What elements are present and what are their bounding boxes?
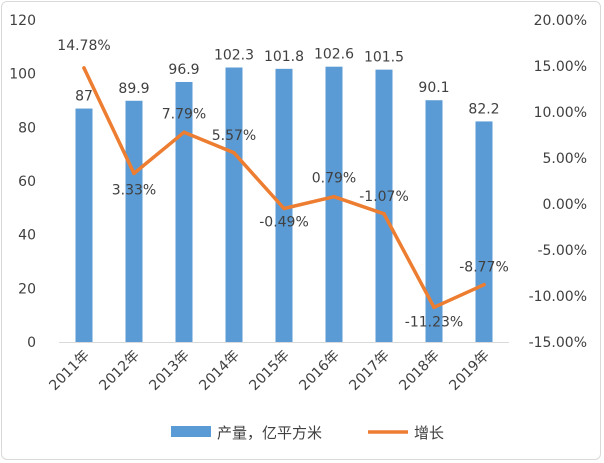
left-axis-tick-label: 120 bbox=[9, 13, 36, 29]
bar bbox=[175, 81, 193, 343]
left-axis-tick-label: 100 bbox=[9, 67, 36, 83]
bar bbox=[225, 67, 243, 343]
bar bbox=[325, 66, 343, 342]
left-axis-tick-label: 40 bbox=[18, 228, 36, 244]
line-data-label: 5.57% bbox=[212, 128, 256, 144]
line-data-label: -11.23% bbox=[405, 314, 463, 330]
bar-data-label: 102.3 bbox=[214, 47, 254, 63]
right-axis-tick-label: 20.00% bbox=[534, 13, 587, 29]
line-point bbox=[232, 150, 236, 155]
line-data-label: 3.33% bbox=[112, 182, 156, 198]
line-data-label: -1.07% bbox=[359, 189, 409, 205]
bar bbox=[125, 100, 143, 342]
right-axis-tick-label: -15.00% bbox=[529, 335, 587, 351]
bar-data-label: 101.5 bbox=[364, 50, 404, 66]
x-axis-tick-label: 2013年 bbox=[146, 348, 192, 394]
line-data-label: 0.79% bbox=[312, 171, 356, 187]
bar bbox=[275, 68, 293, 342]
left-axis-tick-label: 0 bbox=[27, 335, 36, 351]
bar bbox=[375, 69, 393, 343]
line-point bbox=[332, 194, 336, 199]
line-point bbox=[382, 212, 386, 216]
left-axis-tick-label: 80 bbox=[18, 120, 36, 136]
right-axis-tick-label: -10.00% bbox=[529, 289, 587, 305]
line-point bbox=[182, 130, 186, 135]
x-axis-tick-label: 2011年 bbox=[46, 348, 92, 394]
line-data-label: 14.78% bbox=[57, 38, 110, 54]
x-axis-tick-label: 2018年 bbox=[396, 348, 442, 394]
line-data-label: -8.77% bbox=[459, 260, 509, 276]
bar bbox=[75, 108, 93, 342]
x-axis-tick-label: 2012年 bbox=[96, 348, 142, 394]
line-data-label: -0.49% bbox=[259, 215, 309, 231]
bar-data-label: 87 bbox=[75, 89, 93, 105]
x-axis-tick-label: 2017年 bbox=[346, 348, 392, 394]
legend-swatch-bar bbox=[171, 426, 211, 437]
left-axis-tick-label: 60 bbox=[18, 174, 36, 190]
bar-data-label: 82.2 bbox=[468, 101, 499, 117]
legend-label: 增长 bbox=[414, 424, 444, 442]
right-axis-tick-label: 0.00% bbox=[543, 197, 587, 213]
legend-label: 产量，亿平方米 bbox=[217, 424, 322, 442]
right-axis-tick-label: 5.00% bbox=[543, 151, 587, 167]
bar-data-label: 101.8 bbox=[264, 49, 304, 65]
line-point bbox=[482, 282, 486, 287]
bar-data-label: 90.1 bbox=[418, 80, 449, 96]
right-axis-tick-label: 15.00% bbox=[534, 59, 587, 75]
right-axis-tick-label: -5.00% bbox=[537, 243, 587, 259]
line-point bbox=[282, 206, 286, 211]
bar bbox=[475, 121, 493, 343]
bar-data-label: 89.9 bbox=[118, 81, 149, 97]
right-axis-tick-label: 10.00% bbox=[534, 105, 587, 121]
x-axis-tick-label: 2019年 bbox=[446, 348, 492, 394]
bar-data-label: 96.9 bbox=[168, 62, 199, 78]
x-axis-tick-label: 2015年 bbox=[246, 348, 292, 394]
bar-data-label: 102.6 bbox=[314, 47, 354, 63]
line-point bbox=[432, 305, 436, 310]
x-axis-tick-label: 2016年 bbox=[296, 348, 342, 394]
line-point bbox=[132, 171, 136, 176]
bar bbox=[425, 100, 443, 343]
left-axis-tick-label: 20 bbox=[18, 281, 36, 297]
line-point bbox=[82, 66, 86, 70]
x-axis-tick-label: 2014年 bbox=[196, 348, 242, 394]
line-data-label: 7.79% bbox=[162, 106, 206, 122]
